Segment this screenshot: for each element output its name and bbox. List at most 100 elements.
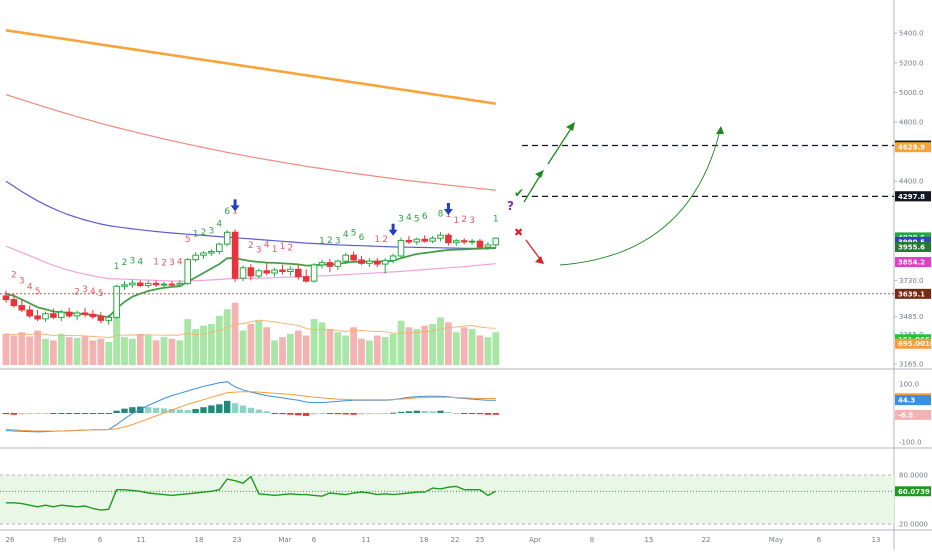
macd-histogram-bar: [397, 411, 405, 413]
time-tick-label: 6: [98, 536, 103, 544]
price-tag-bg: [895, 191, 931, 202]
td-count-label: 6: [224, 207, 230, 217]
time-tick-label: 8: [590, 536, 594, 544]
macd-histogram-bar: [405, 411, 413, 413]
volume-bar: [302, 335, 310, 365]
macd-histogram-bar: [421, 410, 428, 413]
macd-histogram-bar: [26, 413, 33, 414]
cross-icon: ✖: [514, 226, 523, 239]
candle-body: [152, 282, 160, 286]
macd-histogram-bar: [10, 413, 18, 415]
price-tick-label: 4400.0: [899, 178, 924, 186]
td-count-label: 3: [82, 285, 88, 295]
macd-histogram-bar: [89, 413, 97, 414]
macd-histogram-bar: [73, 413, 81, 414]
candle-body: [358, 259, 365, 264]
volume-bar: [350, 327, 357, 365]
candle-body: [492, 237, 500, 246]
macd-histogram-bar: [287, 413, 294, 415]
arrow-head-icon: [566, 122, 575, 131]
time-tick-label: Mar: [278, 536, 291, 544]
candle-body: [318, 262, 326, 266]
macd-histogram-bar: [476, 413, 484, 415]
candle-body: [326, 262, 334, 267]
macd-histogram-bar: [310, 413, 318, 415]
volume-bar: [287, 333, 294, 365]
candle-body: [50, 313, 57, 318]
candle-body: [176, 282, 184, 286]
price-panel[interactable]: 2345234512341234512346123411212345612345…: [2, 29, 500, 365]
macd-histogram-bar: [295, 413, 302, 416]
macd-histogram-bar: [382, 413, 389, 414]
volume-bar: [129, 338, 136, 365]
macd-histogram-bar: [461, 413, 468, 414]
time-tick-label: 6: [312, 536, 317, 544]
price-tag-bg: [895, 338, 931, 349]
td-count-label: 2: [11, 271, 17, 281]
volume-bar: [271, 340, 278, 365]
candle-body: [121, 284, 128, 287]
candle-body: [397, 239, 405, 257]
macd-panel[interactable]: [2, 381, 499, 433]
rsi-line: [6, 475, 497, 511]
td-count-label: 1: [193, 229, 199, 239]
td-count-label: 6: [422, 212, 428, 222]
candle-body: [26, 309, 33, 317]
candle-body: [445, 234, 452, 244]
macd-histogram-bar: [374, 413, 381, 414]
macd-histogram-bar: [453, 413, 460, 414]
time-tick-label: 13: [872, 536, 881, 544]
macd-histogram-bar: [192, 408, 199, 413]
candle-body: [468, 240, 476, 243]
td-count-label: 3: [469, 216, 475, 226]
td-count-label: 1: [374, 235, 380, 245]
macd-histogram-bar: [437, 410, 444, 413]
td-count-label: 3: [130, 257, 136, 267]
td-count-label: 1: [493, 214, 499, 224]
volume-bar: [381, 337, 389, 365]
volume-bar: [342, 335, 350, 365]
candle-body: [460, 240, 468, 243]
candle-body: [366, 260, 373, 264]
ma-blue-line: [5, 180, 496, 249]
candle-body: [405, 239, 413, 243]
macd-histogram-bar: [184, 410, 191, 413]
volume-bar: [89, 340, 97, 365]
price-tag: 3639.1: [898, 290, 925, 298]
volume-bar: [413, 328, 421, 365]
volume-bar: [50, 340, 57, 365]
price-tag: 3854.2: [898, 258, 925, 266]
rsi-tick-label: 80.0000: [899, 471, 928, 479]
macd-tick-label: 100.0: [899, 381, 919, 389]
td-count-label: 2: [382, 235, 388, 245]
td-count-label: 3: [256, 246, 262, 256]
candle-body: [137, 282, 144, 287]
candle-body: [484, 244, 492, 248]
macd-histogram-bar: [66, 413, 73, 414]
volume-bar: [366, 340, 373, 365]
rsi-tag-bg: [895, 486, 931, 497]
td-count-label: 4: [343, 230, 349, 240]
volume-bar: [476, 335, 484, 365]
candle-body: [200, 252, 207, 256]
volume-ma-line: [5, 319, 496, 339]
volume-bar: [429, 324, 436, 365]
candle-body: [389, 255, 397, 261]
candle-body: [310, 264, 318, 282]
price-tag: 4629.9: [898, 144, 925, 152]
candle-body: [144, 282, 152, 287]
candle-body: [2, 295, 10, 301]
volume-bar: [200, 325, 207, 365]
volume-bar: [152, 340, 160, 365]
volume-bar: [26, 336, 34, 365]
volume-bar: [452, 332, 460, 365]
candle-body: [476, 240, 484, 248]
td-count-label: 4: [177, 257, 183, 267]
macd-histogram-bar: [42, 413, 49, 414]
price-tag: 695.0016K: [898, 340, 932, 348]
td-count-label: 1: [319, 237, 325, 247]
volume-bar: [97, 338, 105, 365]
rsi-panel[interactable]: [0, 474, 894, 525]
